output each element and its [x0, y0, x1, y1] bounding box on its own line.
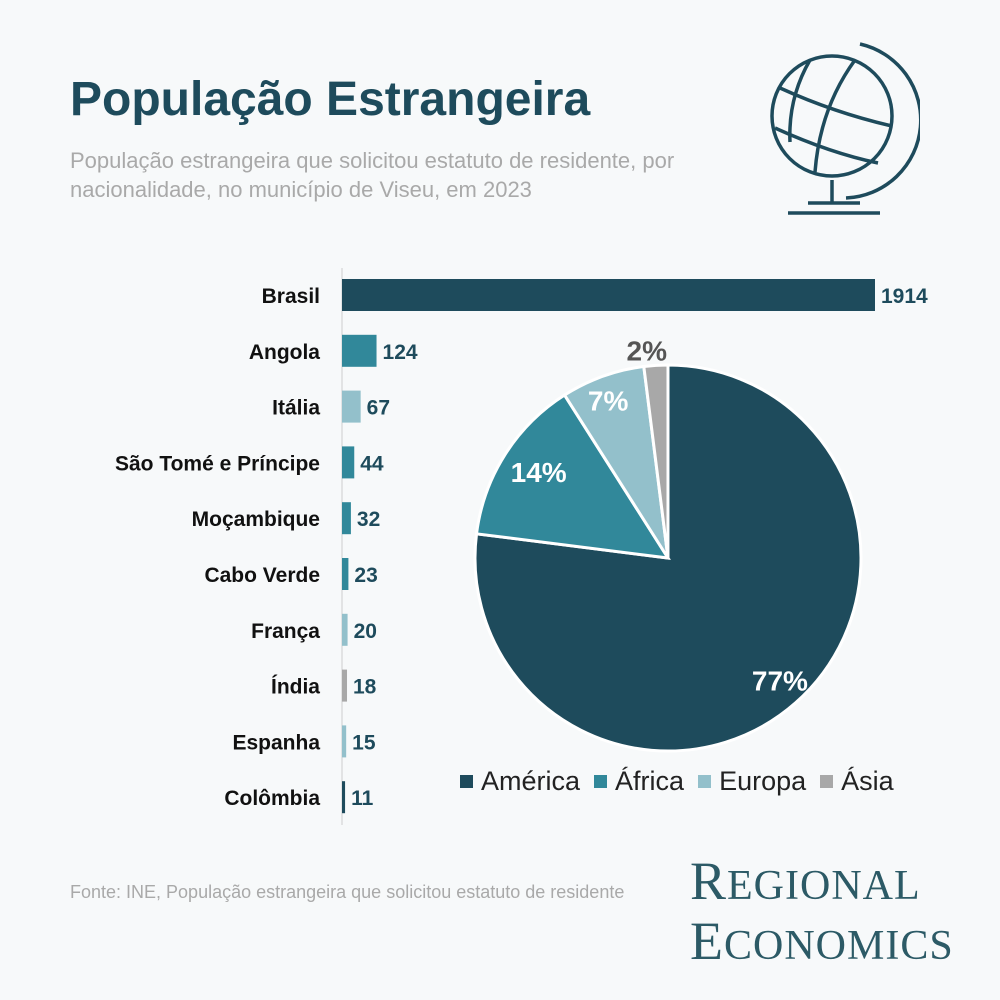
bar-category-label: Brasil: [262, 285, 320, 308]
pie-legend: América África Europa Ásia: [460, 766, 894, 797]
legend-label: África: [615, 766, 685, 796]
bar-value-label: 11: [351, 787, 374, 810]
bar-category-label: Moçambique: [192, 508, 320, 531]
pie-percent-label: 77%: [752, 666, 808, 697]
brand-logo: REGIONAL ECONOMICS: [690, 851, 954, 978]
bar-value-label: 1914: [881, 285, 928, 308]
bar-value-label: 124: [383, 341, 418, 364]
pie-slice: [642, 363, 670, 559]
bar: [342, 334, 377, 367]
bar-chart: Brasil 1914 Angola 124 Itália 67 São Tomé e Pr…: [115, 279, 928, 814]
bar-value-label: 15: [352, 731, 376, 754]
bar-value-label: 44: [360, 452, 384, 475]
pie-percent-label: 7%: [588, 386, 629, 417]
legend-swatch: [820, 775, 834, 788]
bar-category-label: Índia: [271, 676, 320, 699]
bar-category-label: Angola: [249, 341, 320, 364]
legend-item: Europa: [698, 766, 806, 797]
legend-label: América: [481, 766, 581, 796]
globe-icon: [770, 42, 920, 215]
page-subtitle: População estrangeira que solicitou esta…: [70, 148, 675, 202]
bar-category-label: São Tomé e Príncipe: [115, 452, 320, 475]
legend-swatch: [460, 775, 473, 788]
legend-label: Europa: [719, 766, 807, 796]
bar-category-label: Cabo Verde: [204, 564, 320, 587]
bar: [342, 725, 347, 758]
logo-line-2: ECONOMICS: [690, 911, 954, 971]
bar: [342, 390, 361, 423]
bar: [342, 669, 348, 702]
bar-category-label: Colômbia: [224, 787, 320, 810]
bar-category-label: Espanha: [232, 731, 320, 754]
legend-item: América: [460, 766, 580, 797]
legend-item: África: [594, 766, 684, 797]
pie-percent-label: 14%: [511, 457, 567, 488]
bar: [342, 502, 351, 535]
bar-value-label: 67: [367, 397, 390, 420]
bar-value-label: 32: [357, 508, 380, 531]
bar-value-label: 23: [354, 564, 377, 587]
pie-chart: 77% 14% 7% 2%: [473, 335, 863, 753]
pie-slice: [473, 363, 863, 753]
bar-category-label: França: [251, 620, 320, 643]
bar: [342, 781, 346, 814]
bar: [342, 558, 349, 590]
bar: [342, 279, 875, 311]
bar-value-label: 20: [354, 620, 377, 643]
pie-percent-label: 2%: [627, 335, 668, 366]
bar-category-label: Itália: [272, 397, 320, 420]
bar-value-label: 18: [353, 676, 377, 699]
legend-label: Ásia: [841, 766, 894, 796]
legend-swatch: [594, 775, 608, 788]
page-title: População Estrangeira: [70, 73, 591, 126]
source-note: Fonte: INE, População estrangeira que so…: [70, 882, 625, 902]
logo-line-1: REGIONAL: [690, 851, 921, 911]
legend-item: Ásia: [820, 766, 894, 797]
bar: [342, 613, 348, 646]
bar: [342, 446, 355, 479]
legend-swatch: [698, 775, 712, 788]
pie-slice: [474, 392, 671, 560]
